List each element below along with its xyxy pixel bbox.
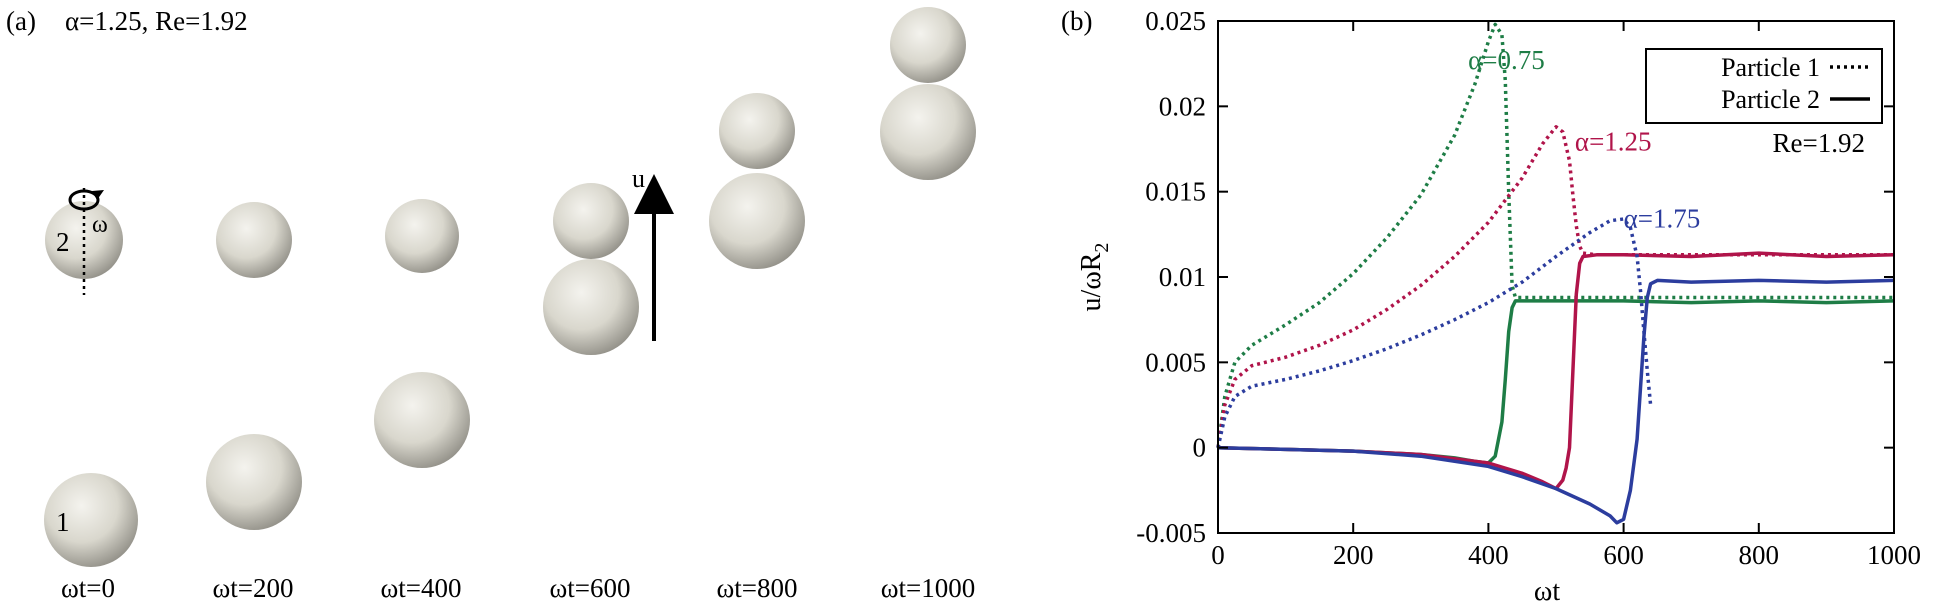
y-tick-label: 0.01 xyxy=(1159,262,1206,292)
rotation-arrowhead-icon xyxy=(92,190,104,200)
y-tick-label: 0.02 xyxy=(1159,91,1206,121)
sphere-particle-2-t1000 xyxy=(890,7,966,83)
time-label: ωt=0 xyxy=(61,573,115,603)
x-tick-label: 1000 xyxy=(1867,540,1921,570)
panel-a-label: (a) xyxy=(6,6,36,36)
sphere-particle-1-t800 xyxy=(709,173,805,269)
sphere-particle-2-t600 xyxy=(553,183,629,259)
sphere-particle-2-t800 xyxy=(719,93,795,169)
x-tick-label: 800 xyxy=(1739,540,1780,570)
y-axis-label: u/ωR2 xyxy=(1076,243,1113,312)
time-label: ωt=400 xyxy=(381,573,462,603)
y-tick-label: -0.005 xyxy=(1136,518,1206,548)
y-tick-label: 0.015 xyxy=(1145,177,1206,207)
sphere-particle-1-t600 xyxy=(543,259,639,355)
panel-b-chart: (b) α=0.75 α=1.25 α=1.75 0 200 400 600 800 1000… xyxy=(1061,6,1921,607)
series-line-particle-1-0.75 xyxy=(1216,22,1894,448)
time-label: ωt=600 xyxy=(550,573,631,603)
x-axis-label: ωt xyxy=(1534,576,1560,607)
series-label: α=0.75 xyxy=(1468,45,1545,75)
x-tick-label: 400 xyxy=(1468,540,1509,570)
series-label: α=1.75 xyxy=(1624,204,1701,234)
rotation-arrow-icon xyxy=(68,189,100,211)
time-label: ωt=800 xyxy=(717,573,798,603)
y-tick-label: 0 xyxy=(1193,433,1207,463)
legend-label-particle-1: Particle 1 xyxy=(1721,53,1820,82)
x-tick-label: 600 xyxy=(1603,540,1644,570)
particle-1-label: 1 xyxy=(56,507,70,537)
series-line-particle-1-1.25 xyxy=(1216,125,1894,448)
series-line-particle-2-1.75 xyxy=(1217,278,1895,525)
legend-label-particle-2: Particle 2 xyxy=(1721,85,1820,114)
re-annotation: Re=1.92 xyxy=(1773,128,1865,158)
plot-content: α=0.75 α=1.25 α=1.75 xyxy=(1216,22,1895,525)
sphere-particle-1-t0 xyxy=(44,473,138,567)
series-line-particle-1-1.75 xyxy=(1216,217,1653,449)
time-label: ωt=200 xyxy=(213,573,294,603)
y-tick-label: 0.025 xyxy=(1145,6,1206,36)
panel-a-params: α=1.25, Re=1.92 xyxy=(65,6,248,36)
sphere-particle-1-t400 xyxy=(374,372,470,468)
u-label: u xyxy=(632,164,645,193)
sphere-particle-2-t200 xyxy=(216,202,292,278)
series-line-particle-2-1.25 xyxy=(1217,251,1895,491)
legend: Particle 1 Particle 2 xyxy=(1645,48,1883,124)
x-tick-label: 200 xyxy=(1333,540,1374,570)
axis-ticks: 0 200 400 600 800 1000-0.00500.0050.010.0150.… xyxy=(1136,6,1921,570)
series-label: α=1.25 xyxy=(1575,127,1652,157)
panel-b-label: (b) xyxy=(1061,6,1092,36)
y-tick-label: 0.005 xyxy=(1145,347,1206,377)
panel-a: (a) α=1.25, Re=1.92 2 1 ω u ωt=0 ωt=200 … xyxy=(6,6,976,603)
sphere-particle-1-t200 xyxy=(206,434,302,530)
time-label: ωt=1000 xyxy=(881,573,976,603)
omega-label: ω xyxy=(92,212,108,238)
sphere-particle-2-t400 xyxy=(385,199,459,273)
x-tick-label: 0 xyxy=(1211,540,1225,570)
legend-box xyxy=(1645,48,1883,124)
sphere-particle-1-t1000 xyxy=(880,84,976,180)
series-line-particle-2-0.75 xyxy=(1217,299,1895,465)
particle-2-label: 2 xyxy=(56,227,70,257)
